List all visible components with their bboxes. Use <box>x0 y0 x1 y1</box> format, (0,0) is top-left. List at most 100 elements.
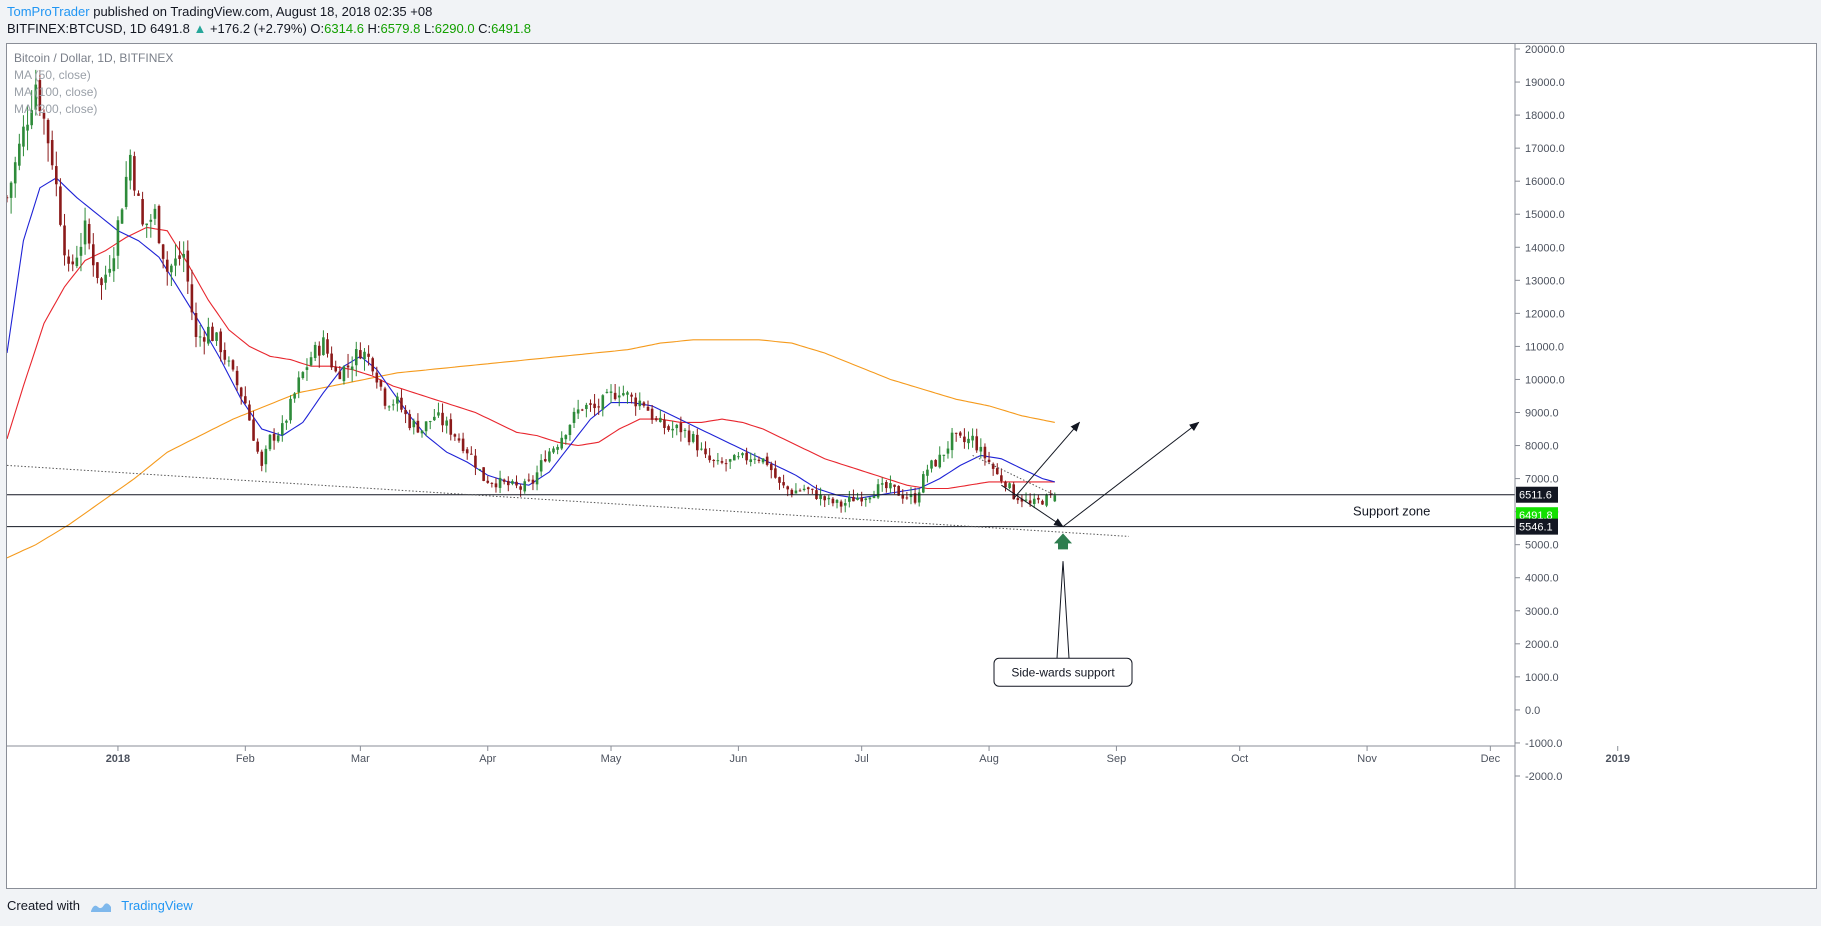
candle-body <box>786 486 790 490</box>
candle-body <box>593 403 596 409</box>
candle-body <box>872 496 876 499</box>
candle-body <box>650 408 654 420</box>
ma100-layer <box>6 226 1055 490</box>
tradingview-logo-icon <box>90 902 111 912</box>
price-tick-label: 14000.0 <box>1525 242 1565 254</box>
candle-body <box>675 424 679 429</box>
price-tick-label: 5000.0 <box>1525 540 1559 552</box>
candle-body <box>901 494 905 499</box>
candle-body <box>589 403 592 405</box>
candle-body <box>696 434 699 451</box>
candle-body <box>104 274 107 283</box>
price-tick-label: 17000.0 <box>1525 143 1565 155</box>
candle-body <box>100 278 103 286</box>
publish-header: TomProTrader published on TradingView.co… <box>0 0 1821 43</box>
candle-body <box>211 326 214 342</box>
candle-body <box>281 423 284 435</box>
candle-body <box>642 402 646 406</box>
candle-body <box>568 424 572 436</box>
candle-body <box>108 268 112 273</box>
candle-body <box>967 438 970 444</box>
candle-body <box>408 414 411 429</box>
price-tick-label: 20000.0 <box>1525 44 1565 56</box>
candle-body <box>153 208 157 219</box>
candle-body <box>708 455 711 461</box>
candle-body <box>548 451 551 462</box>
ma200-line <box>6 339 1055 559</box>
candle-body <box>1000 475 1003 482</box>
candle-body <box>215 332 218 341</box>
candle-body <box>420 430 424 434</box>
projection-arrow <box>1062 421 1200 528</box>
candle-body <box>778 477 781 483</box>
low-value: 6290.0 <box>434 21 475 36</box>
candle-body <box>412 420 416 428</box>
candle-body <box>46 119 50 144</box>
candle-body <box>552 448 555 453</box>
candle-body <box>367 353 370 357</box>
candle-body <box>338 371 342 380</box>
candle-body <box>67 256 70 264</box>
ma50-line <box>6 177 1055 499</box>
candle-body <box>860 497 863 502</box>
tradingview-link[interactable]: TradingView <box>121 898 193 913</box>
candle-body <box>445 420 448 426</box>
candle-body <box>202 337 206 342</box>
time-tick-label: Dec <box>1481 753 1501 765</box>
candle-body <box>839 501 843 507</box>
candle-body <box>728 459 732 462</box>
candle-body <box>186 250 190 282</box>
candle-body <box>646 406 650 411</box>
candle-body <box>63 225 66 256</box>
price-tick-label: 9000.0 <box>1525 408 1559 420</box>
candle-body <box>946 448 950 454</box>
candle-body <box>601 395 605 410</box>
candle-body <box>934 460 937 467</box>
candle-body <box>112 258 116 272</box>
candle-body <box>585 404 588 410</box>
candle-body <box>609 391 613 393</box>
chart-frame[interactable]: Support zone Side-wards support 20000.0 19… <box>5 43 1817 889</box>
candle-body <box>667 426 670 431</box>
candle-body <box>231 360 235 370</box>
candle-body <box>630 394 633 397</box>
candle-body <box>96 262 99 278</box>
last-price: 6491.8 <box>150 21 190 36</box>
candle-body <box>124 176 128 207</box>
candle-body <box>761 458 765 463</box>
falling-trendline <box>6 464 1129 537</box>
price-tick-label: 15000.0 <box>1525 209 1565 221</box>
candle-body <box>334 366 338 372</box>
candle-body <box>474 455 477 468</box>
candle-body <box>835 500 839 503</box>
candle-body <box>819 494 822 500</box>
candle-body <box>42 112 46 119</box>
candle-body <box>889 483 892 489</box>
author-link[interactable]: TomProTrader <box>7 4 90 19</box>
candle-body <box>712 460 716 462</box>
candle-body <box>79 246 83 256</box>
candle-body <box>490 482 494 484</box>
candle-body <box>396 396 399 404</box>
candle-body <box>30 110 33 126</box>
candle-body <box>313 344 317 359</box>
price-chart[interactable]: Support zone Side-wards support 20000.0 19… <box>5 44 1816 888</box>
candle-body <box>137 193 140 196</box>
candle-body <box>991 463 995 469</box>
candle-body <box>1037 497 1040 500</box>
candle-body <box>979 446 983 452</box>
candle-body <box>794 490 798 494</box>
candle-body <box>757 459 761 462</box>
candle-body <box>1008 483 1011 489</box>
candle-body <box>437 412 440 416</box>
support-upper-tag: 6511.6 <box>1519 490 1552 502</box>
publish-info: TomProTrader published on TradingView.co… <box>7 4 432 19</box>
candle-body <box>523 481 527 492</box>
candle-body <box>346 365 350 368</box>
chart-title: Bitcoin / Dollar, 1D, BITFINEX <box>14 51 173 65</box>
price-tick-label: 13000.0 <box>1525 275 1565 287</box>
ma200-layer <box>6 339 1055 559</box>
candle-body <box>478 469 481 471</box>
candle-body <box>293 393 296 399</box>
time-tick-label: 2019 <box>1605 753 1629 765</box>
